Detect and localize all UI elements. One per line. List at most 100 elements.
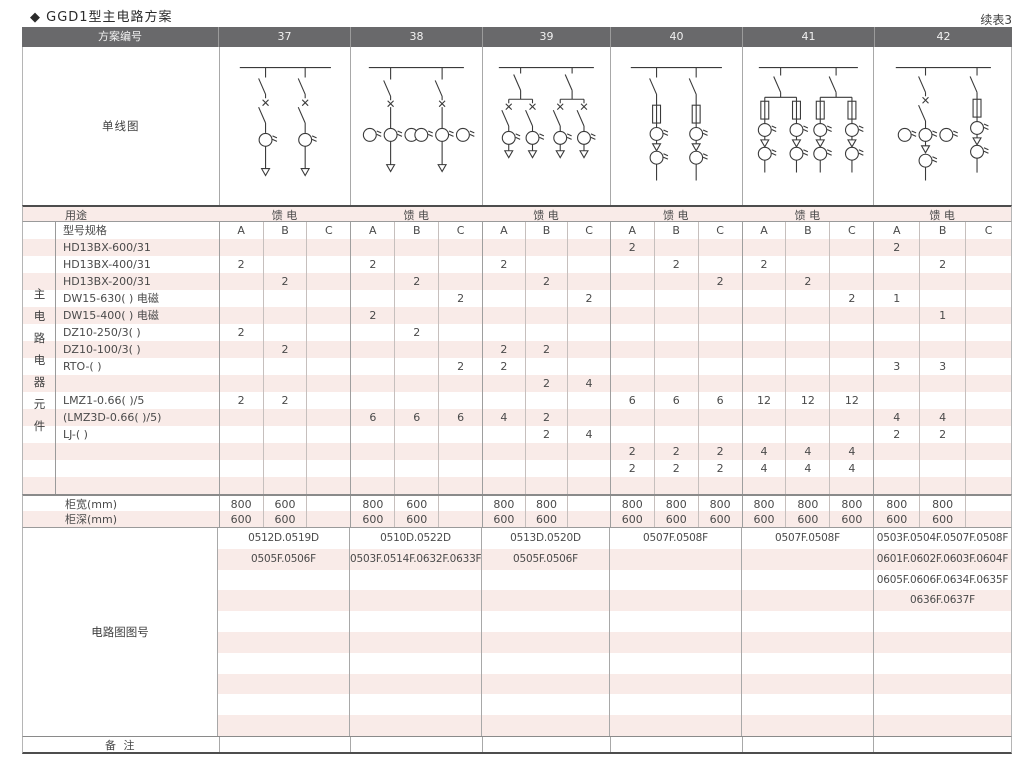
header-cell-scheme-37: 37 [218, 27, 350, 47]
component-qty-cell [829, 375, 873, 392]
component-qty-cell [653, 409, 698, 426]
component-qty-cell [697, 358, 742, 375]
component-qty-scheme-39: 2 [482, 290, 610, 307]
dim-value-cell: 800 [362, 498, 384, 511]
component-label: HD13BX-600/31 [62, 241, 151, 254]
component-qty-scheme-41 [741, 307, 874, 324]
spec-subcolumn-header: B [262, 222, 307, 239]
component-qty-cell [829, 358, 873, 375]
component-qty-cell [743, 341, 786, 358]
component-qty-cell [220, 307, 263, 324]
side-label-strip [23, 426, 56, 443]
component-qty-cell [483, 307, 525, 324]
single-line-diagram-37 [239, 67, 331, 177]
component-qty-cell [567, 460, 610, 477]
component-qty-cell [611, 324, 654, 341]
component-label: DZ10-100/3( ) [62, 343, 141, 356]
dim-value-cell: 600 [394, 496, 438, 511]
component-qty-cell: 1 [893, 292, 901, 305]
component-qty-scheme-38: 2 [350, 256, 482, 273]
component-qty-cell [483, 375, 525, 392]
component-qty-cell [524, 477, 568, 494]
diagram-cell-41 [741, 47, 874, 205]
component-qty-cell [262, 375, 307, 392]
component-qty-cell [567, 358, 610, 375]
component-qty-cell [919, 477, 965, 494]
component-qty-cell [743, 375, 786, 392]
component-qty-cell [394, 392, 438, 409]
component-qty-cell [306, 477, 350, 494]
component-qty-scheme-40 [609, 375, 742, 392]
drawing-number-cell [741, 694, 873, 716]
component-qty-cell [438, 324, 482, 341]
component-qty-cell [697, 409, 742, 426]
spec-section: 型号规格 A B C A B C A B C A B C A B C A B C HD13BX-600/31 2 2 HD1… [22, 222, 1012, 494]
component-qty-cell: 2 [500, 343, 508, 356]
drawing-number-cell [481, 590, 609, 612]
component-qty-scheme-39: 2 [482, 256, 610, 273]
component-qty-cell: 2 [829, 290, 873, 307]
component-qty-cell [743, 307, 786, 324]
side-label-strip [23, 324, 56, 341]
component-qty-cell: 2 [628, 462, 636, 475]
continuation-label: 续表3 [980, 13, 1012, 27]
component-qty-cell [483, 443, 525, 460]
dim-value-cell [567, 511, 610, 527]
side-label-strip [23, 239, 56, 256]
dim-value-scheme-42: 800 800 [873, 496, 1011, 511]
component-qty-cell: 1 [919, 307, 965, 324]
component-label: HD13BX-400/31 [62, 258, 151, 271]
drawing-number-cell [481, 631, 609, 653]
dim-value-cell: 600 [262, 511, 307, 527]
component-qty-cell [306, 409, 350, 426]
drawing-number-row [217, 694, 1011, 716]
side-label-strip [23, 392, 56, 409]
side-label-char: 元 [33, 397, 46, 411]
component-qty-cell: 2 [237, 394, 245, 407]
drawing-number-cell [217, 590, 349, 612]
component-qty-cell: 4 [760, 462, 768, 475]
component-qty-cell [919, 324, 965, 341]
component-qty-cell: 6 [438, 409, 482, 426]
component-qty-scheme-42 [873, 341, 1011, 358]
drawing-number-cell [349, 652, 481, 674]
component-label [56, 460, 219, 477]
component-qty-cell [567, 324, 610, 341]
component-qty-cell [394, 256, 438, 273]
component-label [56, 477, 219, 494]
usage-cell: 馈 电 [533, 209, 559, 221]
component-qty-cell [919, 273, 965, 290]
component-qty-cell [220, 341, 263, 358]
component-qty-cell: 4 [567, 375, 610, 392]
component-qty-cell [965, 358, 1011, 375]
component-qty-scheme-40 [609, 307, 742, 324]
component-qty-scheme-37 [218, 290, 351, 307]
component-qty-scheme-40: 2 [609, 256, 742, 273]
drawing-number-cell [481, 715, 609, 736]
dim-value-scheme-40: 600 600 600 [609, 511, 742, 527]
spec-header-label: 型号规格 [62, 224, 107, 237]
usage-cell: 馈 电 [271, 209, 298, 221]
component-qty-cell [220, 290, 263, 307]
component-qty-cell: 2 [653, 256, 698, 273]
component-qty-cell: 2 [524, 409, 568, 426]
component-qty-cell [743, 273, 786, 290]
remark-cell [741, 736, 874, 752]
dim-value-cell: 600 [653, 511, 698, 527]
component-qty-cell [351, 324, 394, 341]
drawing-number-cell [873, 652, 1011, 674]
component-qty-cell [220, 460, 263, 477]
component-qty-cell [351, 460, 394, 477]
component-qty-cell [567, 239, 610, 256]
component-qty-scheme-41 [741, 375, 874, 392]
component-label: DW15-630( ) 电磁 [62, 292, 159, 305]
header-cell-scheme-39: 39 [482, 27, 610, 47]
drawing-number-cell [741, 673, 873, 695]
component-qty-scheme-37: 2 [218, 324, 351, 341]
component-qty-scheme-42 [873, 375, 1011, 392]
dim-label: 柜深(mm) [65, 513, 118, 526]
component-qty-cell [874, 375, 919, 392]
